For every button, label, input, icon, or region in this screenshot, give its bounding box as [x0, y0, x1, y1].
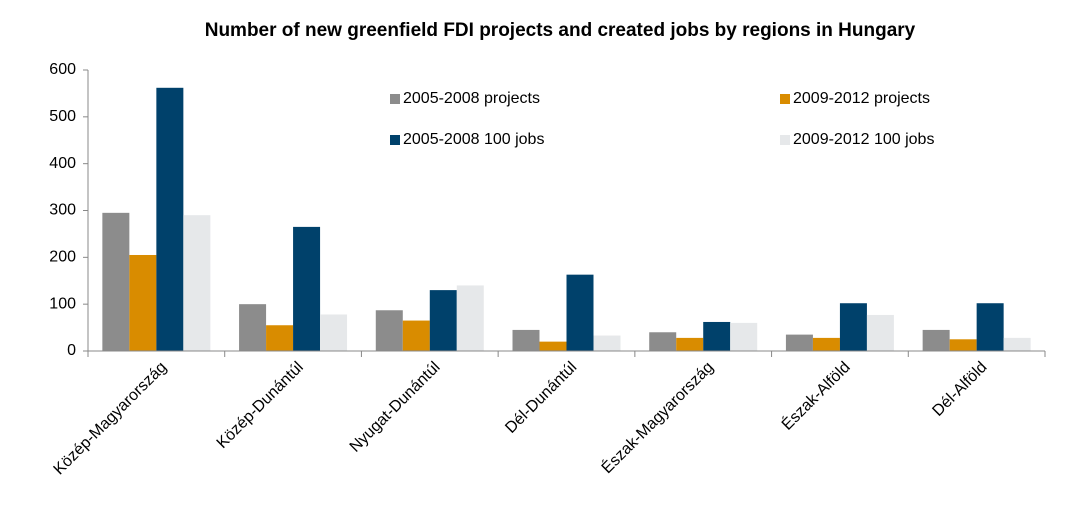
- bar: [402, 320, 430, 351]
- x-tick-label: Közép-Dunántúl: [214, 359, 307, 452]
- bar: [785, 334, 813, 351]
- y-tick-label: 200: [49, 249, 76, 266]
- legend-label: 2009-2012 projects: [793, 90, 930, 107]
- bar: [1003, 337, 1031, 351]
- y-tick-label: 0: [67, 342, 76, 359]
- bar: [976, 303, 1004, 351]
- chart-title: Number of new greenfield FDI projects an…: [205, 20, 916, 41]
- legend-swatch: [390, 135, 400, 145]
- x-tick-label: Észak-Alföld: [777, 357, 853, 433]
- bar: [703, 321, 731, 351]
- bar: [156, 87, 184, 352]
- bar: [922, 329, 950, 351]
- y-tick-label: 600: [49, 61, 76, 78]
- legend-swatch: [780, 135, 790, 145]
- y-tick-label: 400: [49, 155, 76, 172]
- bar: [102, 212, 130, 351]
- y-tick-label: 100: [49, 295, 76, 312]
- bar: [566, 274, 594, 351]
- x-tick-label: Dél-Dunántúl: [502, 359, 580, 437]
- bar: [676, 337, 704, 351]
- bar: [839, 303, 867, 351]
- bar: [375, 310, 403, 351]
- bar: [812, 337, 840, 351]
- bar: [866, 314, 894, 351]
- bar: [239, 304, 267, 351]
- bar: [949, 339, 977, 351]
- x-tick-label: Közép-Magyarország: [51, 359, 171, 479]
- legend-label: 2005-2008 projects: [403, 90, 540, 107]
- bar: [649, 332, 677, 351]
- x-tick-label: Dél-Alföld: [929, 359, 990, 420]
- bar: [183, 215, 211, 351]
- bar: [429, 290, 457, 351]
- bar: [320, 314, 348, 351]
- legend-swatch: [780, 94, 790, 104]
- bar: [266, 325, 294, 351]
- bar: [512, 329, 540, 351]
- x-tick-label: Észak-Magyarország: [597, 357, 717, 477]
- x-tick-label: Nyugat-Dunántúl: [347, 359, 444, 456]
- bar: [129, 254, 157, 351]
- y-tick-label: 500: [49, 108, 76, 125]
- bar: [539, 341, 567, 351]
- legend-swatch: [390, 94, 400, 104]
- legend-label: 2009-2012 100 jobs: [793, 131, 934, 148]
- bar: [456, 285, 484, 351]
- bar: [593, 335, 621, 351]
- y-tick-label: 300: [49, 202, 76, 219]
- bar: [293, 226, 321, 351]
- legend-label: 2005-2008 100 jobs: [403, 131, 544, 148]
- bar: [730, 322, 758, 351]
